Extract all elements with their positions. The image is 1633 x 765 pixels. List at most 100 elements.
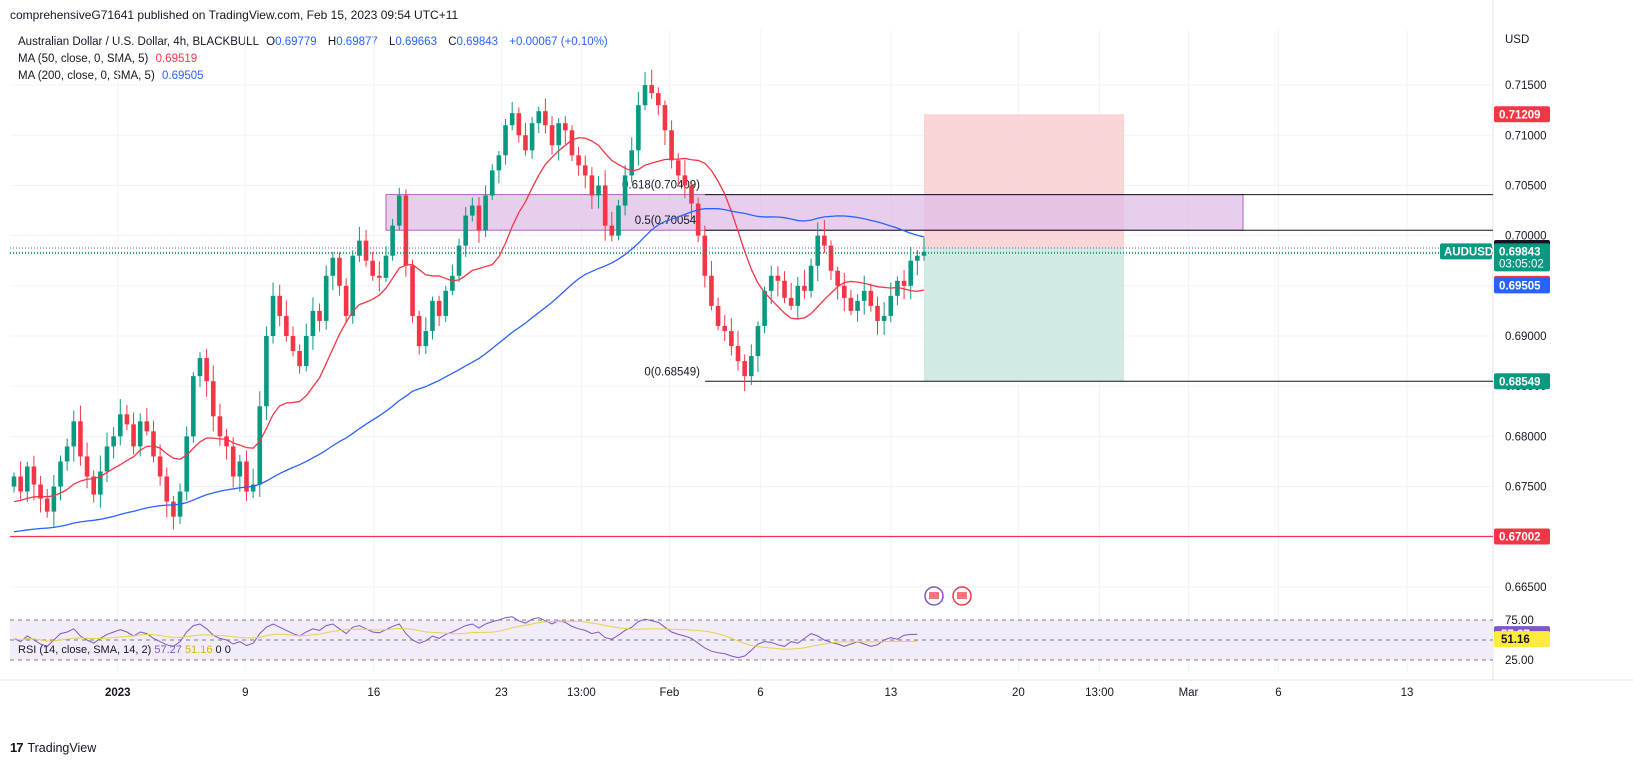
resistance-zone[interactable] <box>385 194 1244 231</box>
candle-body <box>715 305 721 326</box>
candle-body <box>815 235 821 266</box>
candle-body <box>51 486 57 512</box>
rsi-extra2: 0 <box>224 644 231 656</box>
candle-body <box>563 123 568 131</box>
ma200-label: MA (200, close, 0, SMA, 5) <box>18 70 155 82</box>
candle-body <box>569 130 575 156</box>
candle-body <box>483 195 488 231</box>
candle-body <box>317 310 322 321</box>
take-profit-zone[interactable] <box>924 247 1124 382</box>
candle-body <box>58 461 63 487</box>
price-tick-label: 0.66500 <box>1505 582 1547 594</box>
candle-body <box>589 175 595 196</box>
candle-body <box>197 358 203 377</box>
candle-body <box>636 105 641 151</box>
candle-body <box>768 275 774 291</box>
candle-body <box>357 240 362 256</box>
flag-stripes-icon <box>929 592 939 599</box>
candle-body <box>875 305 880 321</box>
candle-body <box>78 421 83 457</box>
tradingview-footer[interactable]: 17 TradingView <box>10 740 96 755</box>
candle-body <box>735 346 741 362</box>
candle-body <box>523 135 528 151</box>
candle-body <box>509 113 515 126</box>
candle-body <box>908 260 914 286</box>
candle-body <box>330 257 336 276</box>
candle-body <box>915 255 920 261</box>
ma200-legend-row[interactable]: MA (200, close, 0, SMA, 5) 0.69505 <box>18 68 612 85</box>
candle-body <box>131 424 136 447</box>
rsi-value-tag[interactable] <box>1494 631 1550 648</box>
candle-body <box>470 205 475 216</box>
price-tick-label: 0.70500 <box>1505 180 1547 192</box>
candle-body <box>191 376 196 437</box>
candle-body <box>848 297 854 311</box>
candle-body <box>742 361 747 377</box>
close-value: 0.69843 <box>456 36 499 48</box>
candle-body <box>675 160 681 176</box>
price-tag[interactable] <box>1494 277 1550 294</box>
price-tick-label: 0.67500 <box>1505 482 1547 494</box>
candle-body <box>323 275 329 321</box>
candle-body <box>144 421 150 432</box>
rsi-band <box>10 620 1493 660</box>
ohlc-close: C0.69843 <box>448 36 502 48</box>
price-tag-label: 0.69505 <box>1499 280 1541 292</box>
ma50-legend-row[interactable]: MA (50, close, 0, SMA, 5) 0.69519 <box>18 51 612 68</box>
flag-stripes-icon <box>957 592 967 599</box>
price-tag[interactable] <box>1494 528 1550 545</box>
candle-body <box>543 111 548 126</box>
candle-body <box>463 215 468 246</box>
time-tick-label: 13:00 <box>1085 687 1114 699</box>
rsi-line[interactable] <box>13 616 918 659</box>
candle-body <box>436 300 442 316</box>
candle-body <box>881 315 887 321</box>
candle-body <box>450 275 455 291</box>
candle-body <box>137 421 143 447</box>
time-tick-label: 20 <box>1012 687 1025 699</box>
candle-body <box>656 93 661 106</box>
candle-body <box>277 295 282 316</box>
time-tick-label: 13 <box>1401 687 1414 699</box>
rsi-tick-label: 75.00 <box>1505 615 1534 627</box>
price-tag[interactable] <box>1494 106 1550 123</box>
candle-body <box>609 225 615 236</box>
candle-body <box>709 275 714 306</box>
price-tag[interactable] <box>1494 243 1550 272</box>
candle-body <box>622 175 628 206</box>
rsi-extra1: 0 <box>215 644 222 656</box>
tradingview-logo-icon: 17 <box>10 740 24 755</box>
fib-level-label: 0.618(0.70409) <box>622 180 700 192</box>
candle-body <box>244 461 249 492</box>
time-tick-label: 6 <box>757 687 763 699</box>
open-value: 0.69779 <box>275 36 317 48</box>
candle-body <box>171 501 176 517</box>
ma200-line[interactable] <box>13 207 925 533</box>
candle-body <box>669 130 674 161</box>
candle-body <box>264 336 269 407</box>
price-tag-label: 0.69843 <box>1499 246 1541 258</box>
currency-label: USD <box>1505 34 1529 46</box>
candle-body <box>337 257 342 286</box>
rsi-legend[interactable]: RSI (14, close, SMA, 14, 2) 57.27 51.16 … <box>18 644 231 656</box>
candle-body <box>84 456 90 477</box>
ma50-line[interactable] <box>13 137 925 503</box>
candle-body <box>921 251 927 256</box>
candle-body <box>529 123 535 151</box>
candle-body <box>303 336 309 367</box>
candle-body <box>363 240 369 261</box>
candle-body <box>888 295 894 316</box>
ohlc-high: H0.69877 <box>328 36 382 48</box>
candle-body <box>230 446 236 477</box>
price-tag-label: 0.71209 <box>1499 109 1541 121</box>
candle-body <box>722 325 728 331</box>
candle-body <box>662 105 668 131</box>
candle-body <box>44 498 50 512</box>
symbol-tag[interactable] <box>1440 243 1492 260</box>
candle-body <box>895 280 900 296</box>
candle-body <box>270 295 276 336</box>
candle-body <box>71 421 77 447</box>
rsi-sma-line[interactable] <box>13 620 918 650</box>
price-tag[interactable] <box>1494 373 1550 390</box>
